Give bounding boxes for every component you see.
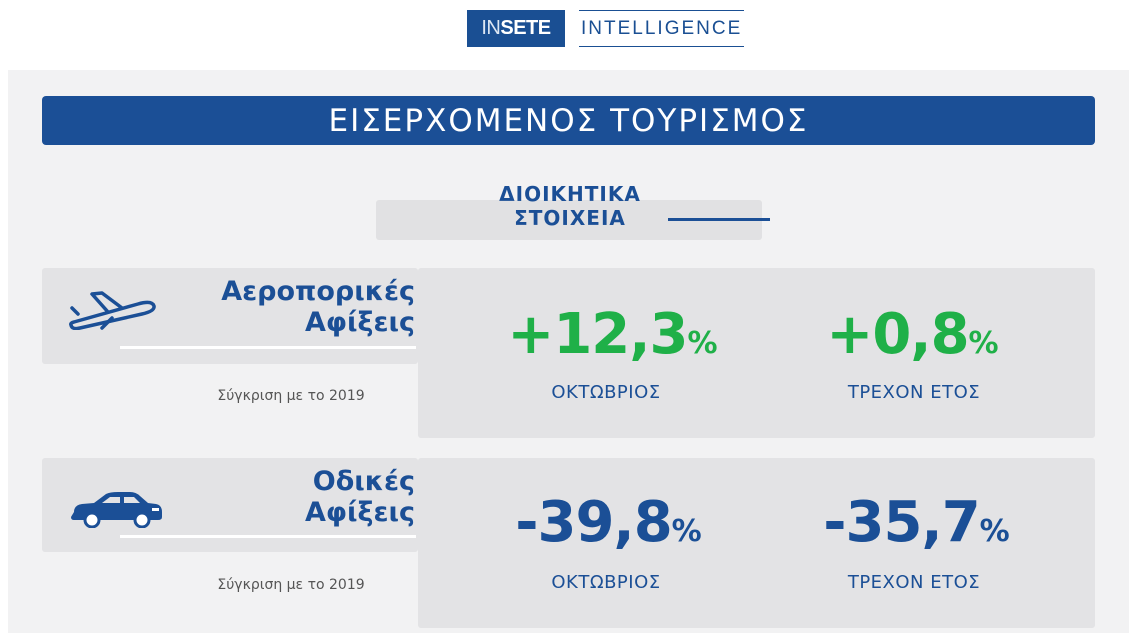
road-values-card xyxy=(418,458,1095,628)
road-month-value: -39,8% xyxy=(458,490,758,555)
road-month-pct: % xyxy=(671,514,702,549)
road-year-label: ΤΡΕΧΟΝ ΕΤΟΣ xyxy=(847,572,981,593)
air-title: Αεροπορικές Αφίξεις xyxy=(175,276,415,338)
air-year-number: +0,8 xyxy=(826,302,969,367)
road-year-pct: % xyxy=(979,514,1010,549)
road-title-line2: Αφίξεις xyxy=(304,497,415,528)
air-title-line2: Αφίξεις xyxy=(304,307,415,338)
road-year-number: -35,7 xyxy=(823,490,980,555)
road-title-underline xyxy=(120,535,416,538)
air-compare-note: Σύγκριση με το 2019 xyxy=(217,388,365,404)
subhead-underline xyxy=(668,218,770,221)
logo-part2: SETE xyxy=(500,17,551,39)
subhead-title: ΔΙΟΙΚΗΤΙΚΑ ΣΤΟΙΧΕΙΑ xyxy=(440,182,700,230)
logo-text: INTELLIGENCE xyxy=(579,10,745,47)
logo-box: IN SETE xyxy=(467,10,565,47)
banner-title: ΕΙΣΕΡΧΟΜΕΝΟΣ ΤΟΥΡΙΣΜΟΣ xyxy=(42,96,1095,145)
air-month-number: +12,3 xyxy=(507,302,688,367)
subhead-line1: ΔΙΟΙΚΗΤΙΚΑ xyxy=(499,182,641,206)
air-title-line1: Αεροπορικές xyxy=(221,276,415,307)
road-title: Οδικές Αφίξεις xyxy=(175,466,415,528)
car-icon xyxy=(71,492,162,528)
air-year-value: +0,8% xyxy=(762,302,1062,367)
air-values-card xyxy=(418,268,1095,438)
road-title-line1: Οδικές xyxy=(312,466,415,497)
air-month-pct: % xyxy=(687,326,718,361)
air-month-label: ΟΚΤΩΒΡΙΟΣ xyxy=(551,382,661,403)
subhead-line2: ΣΤΟΙΧΕΙΑ xyxy=(514,206,626,230)
logo-part1: IN xyxy=(481,17,501,39)
road-month-number: -39,8 xyxy=(515,490,672,555)
road-compare-note: Σύγκριση με το 2019 xyxy=(217,577,365,593)
air-year-pct: % xyxy=(968,326,999,361)
insete-logo: IN SETE INTELLIGENCE xyxy=(467,10,745,47)
road-month-label: ΟΚΤΩΒΡΙΟΣ xyxy=(551,572,661,593)
airplane-icon xyxy=(69,291,156,330)
air-month-value: +12,3% xyxy=(462,302,762,367)
road-year-value: -35,7% xyxy=(766,490,1066,555)
air-title-underline xyxy=(120,346,416,349)
air-year-label: ΤΡΕΧΟΝ ΕΤΟΣ xyxy=(847,382,981,403)
